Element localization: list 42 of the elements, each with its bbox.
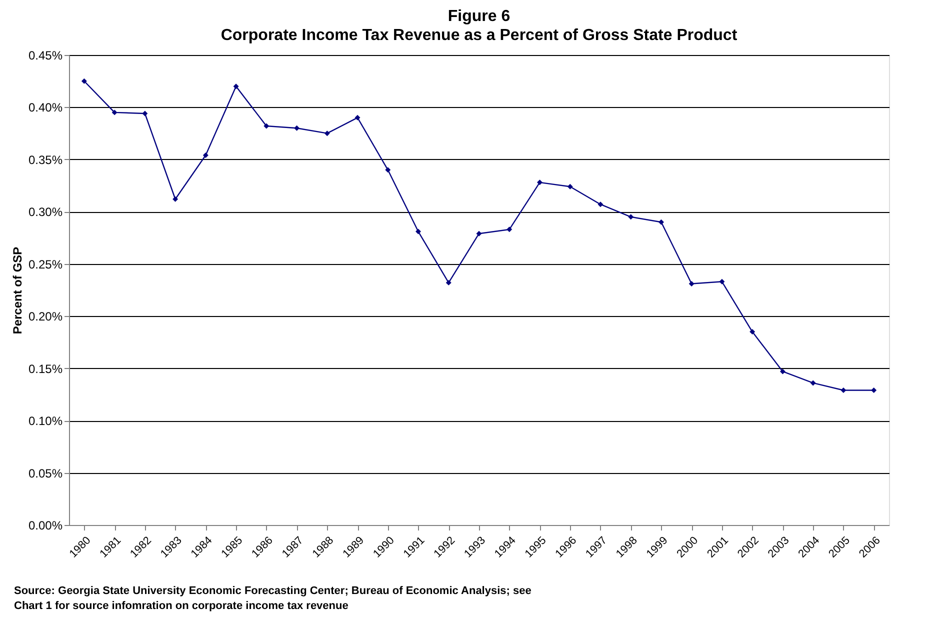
chart-subtitle: Corporate Income Tax Revenue as a Percent of Gross State Product — [220, 27, 738, 44]
y-tick-label: 0.05% — [28, 466, 63, 480]
point — [719, 278, 725, 284]
point — [202, 152, 208, 158]
point — [567, 184, 573, 190]
point — [840, 388, 846, 394]
source-note: Source: Georgia State University Economic Forecasting Center; Bureau of Economic Analysis; see — [14, 585, 532, 597]
y-tick-label: 0.15% — [28, 362, 63, 376]
point — [506, 226, 512, 232]
point — [81, 78, 87, 84]
y-tick-label: 0.10% — [28, 414, 63, 428]
y-tick-label: 0.45% — [28, 48, 63, 62]
chart-title: Figure 6 — [448, 8, 510, 25]
y-axis-title: Percent of GSP — [10, 246, 24, 334]
point — [598, 202, 604, 208]
caption: Chart 1 for source infomration on corporate income tax revenue — [14, 600, 348, 612]
point — [750, 329, 756, 335]
point — [476, 230, 482, 236]
point — [537, 180, 542, 186]
point — [142, 110, 148, 116]
y-tick-label: 0.30% — [28, 205, 63, 220]
point — [780, 368, 786, 374]
point — [112, 110, 118, 116]
point — [688, 280, 694, 286]
y-tick-label: 0.00% — [28, 518, 63, 532]
y-tick-label: 0.20% — [28, 310, 63, 324]
point — [416, 228, 421, 234]
y-tick-label: 0.40% — [28, 100, 63, 115]
y-tick-label: 0.25% — [28, 257, 63, 272]
point — [446, 280, 452, 286]
point — [324, 130, 330, 136]
point — [385, 167, 391, 173]
point — [264, 123, 270, 129]
point — [871, 388, 877, 394]
point — [628, 214, 634, 220]
point — [294, 125, 300, 131]
point — [172, 196, 178, 202]
point — [658, 219, 664, 225]
point — [810, 380, 816, 386]
point — [354, 114, 360, 120]
y-tick-label: 0.35% — [28, 152, 63, 167]
point — [233, 84, 239, 90]
